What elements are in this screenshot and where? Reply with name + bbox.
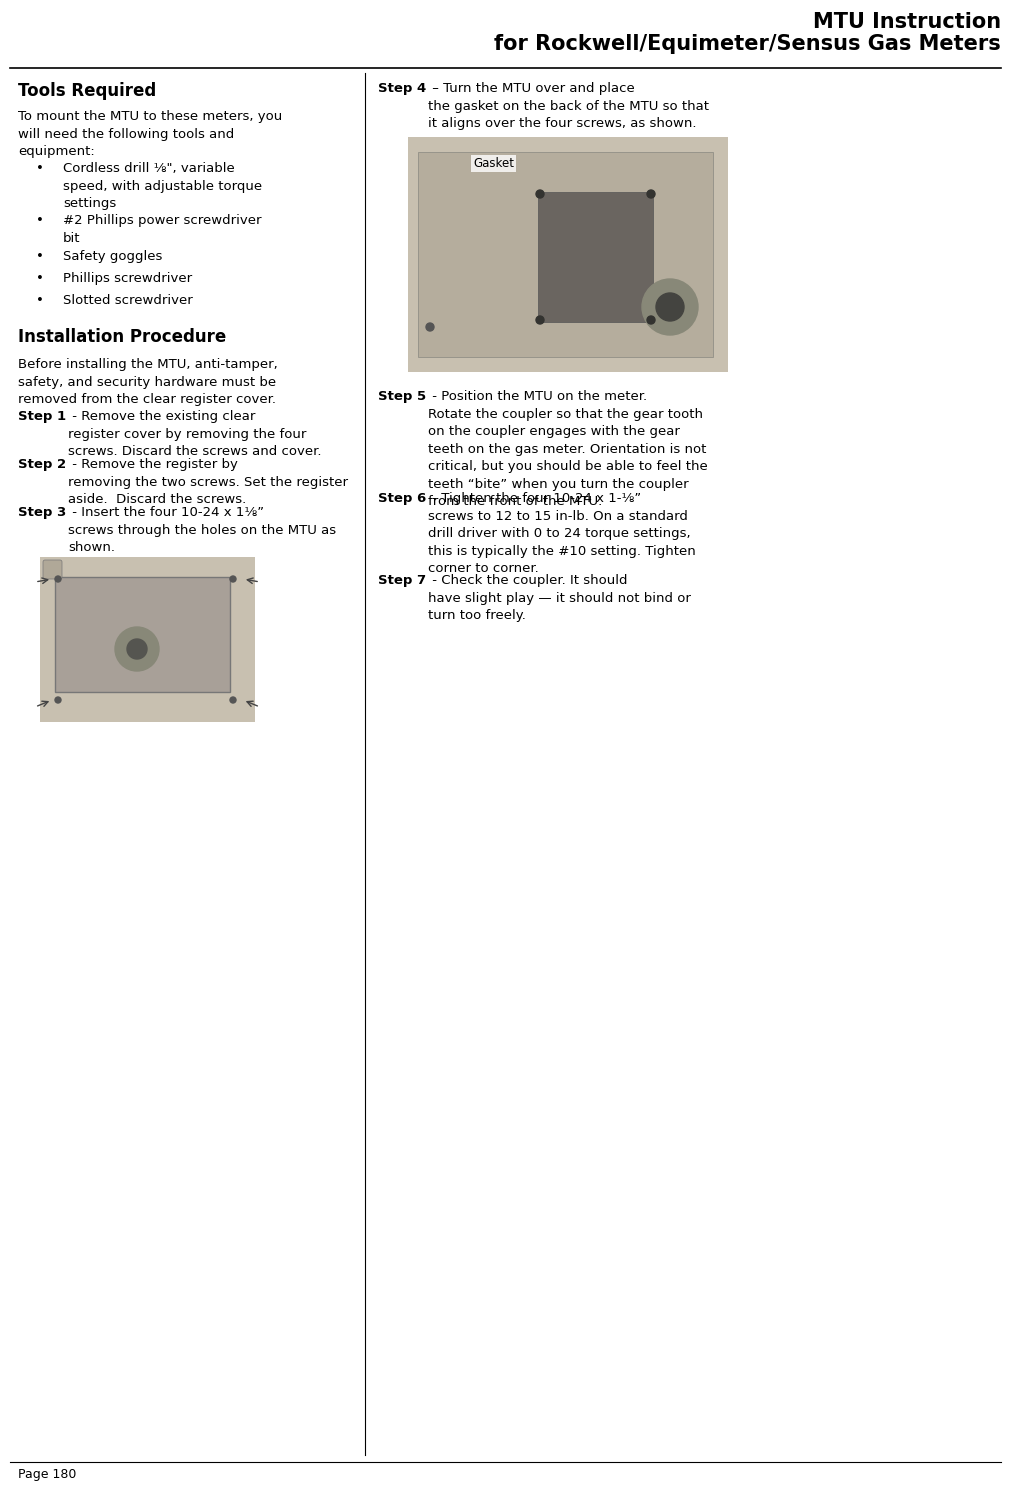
Circle shape [426, 322, 434, 331]
Text: Step 7: Step 7 [378, 574, 426, 588]
Text: Page 180: Page 180 [18, 1468, 77, 1481]
Text: – Turn the MTU over and place
the gasket on the back of the MTU so that
it align: – Turn the MTU over and place the gasket… [428, 82, 709, 130]
FancyBboxPatch shape [40, 558, 255, 723]
FancyBboxPatch shape [43, 561, 62, 579]
FancyBboxPatch shape [408, 136, 728, 372]
Text: Step 1: Step 1 [18, 411, 66, 423]
Text: •: • [36, 162, 43, 175]
Text: •: • [36, 214, 43, 226]
Circle shape [642, 279, 698, 334]
Circle shape [536, 316, 544, 324]
Text: •: • [36, 250, 43, 262]
Text: Step 4: Step 4 [378, 82, 427, 94]
Text: To mount the MTU to these meters, you
will need the following tools and
equipmen: To mount the MTU to these meters, you wi… [18, 109, 282, 157]
Text: Step 5: Step 5 [378, 390, 426, 403]
Circle shape [55, 697, 61, 703]
Circle shape [536, 190, 544, 198]
Text: #2 Phillips power screwdriver
bit: #2 Phillips power screwdriver bit [63, 214, 262, 244]
Circle shape [55, 576, 61, 582]
Circle shape [656, 292, 684, 321]
Text: - Remove the existing clear
register cover by removing the four
screws. Discard : - Remove the existing clear register cov… [68, 411, 321, 459]
Circle shape [647, 190, 655, 198]
Text: - Remove the register by
removing the two screws. Set the register
aside.  Disca: - Remove the register by removing the tw… [68, 459, 348, 507]
FancyBboxPatch shape [418, 151, 713, 357]
Text: Before installing the MTU, anti-tamper,
safety, and security hardware must be
re: Before installing the MTU, anti-tamper, … [18, 358, 278, 406]
Text: Step 6: Step 6 [378, 492, 427, 505]
Circle shape [647, 316, 655, 324]
Text: for Rockwell/Equimeter/Sensus Gas Meters: for Rockwell/Equimeter/Sensus Gas Meters [494, 34, 1001, 54]
Circle shape [115, 627, 159, 672]
FancyBboxPatch shape [55, 577, 229, 693]
Text: MTU Instruction: MTU Instruction [813, 12, 1001, 31]
Text: - Insert the four 10-24 x 1⅛”
screws through the holes on the MTU as
shown.: - Insert the four 10-24 x 1⅛” screws thr… [68, 507, 336, 555]
Text: Gasket: Gasket [473, 157, 514, 169]
Text: •: • [36, 294, 43, 307]
Circle shape [229, 576, 236, 582]
Circle shape [229, 697, 236, 703]
FancyBboxPatch shape [538, 192, 653, 322]
Text: Safety goggles: Safety goggles [63, 250, 163, 262]
Text: - Position the MTU on the meter.
Rotate the coupler so that the gear tooth
on th: - Position the MTU on the meter. Rotate … [428, 390, 708, 508]
Text: - Tighten the four 10-24 x 1-⅛”
screws to 12 to 15 in-lb. On a standard
drill dr: - Tighten the four 10-24 x 1-⅛” screws t… [428, 492, 696, 576]
Text: Cordless drill ⅛", variable
speed, with adjustable torque
settings: Cordless drill ⅛", variable speed, with … [63, 162, 262, 210]
Text: Step 2: Step 2 [18, 459, 66, 471]
Text: Installation Procedure: Installation Procedure [18, 328, 226, 346]
Text: Tools Required: Tools Required [18, 82, 157, 100]
Circle shape [127, 639, 147, 660]
Text: Slotted screwdriver: Slotted screwdriver [63, 294, 193, 307]
Text: Step 3: Step 3 [18, 507, 67, 519]
Text: Phillips screwdriver: Phillips screwdriver [63, 271, 192, 285]
Text: - Check the coupler. It should
have slight play — it should not bind or
turn too: - Check the coupler. It should have slig… [428, 574, 691, 622]
Text: •: • [36, 271, 43, 285]
